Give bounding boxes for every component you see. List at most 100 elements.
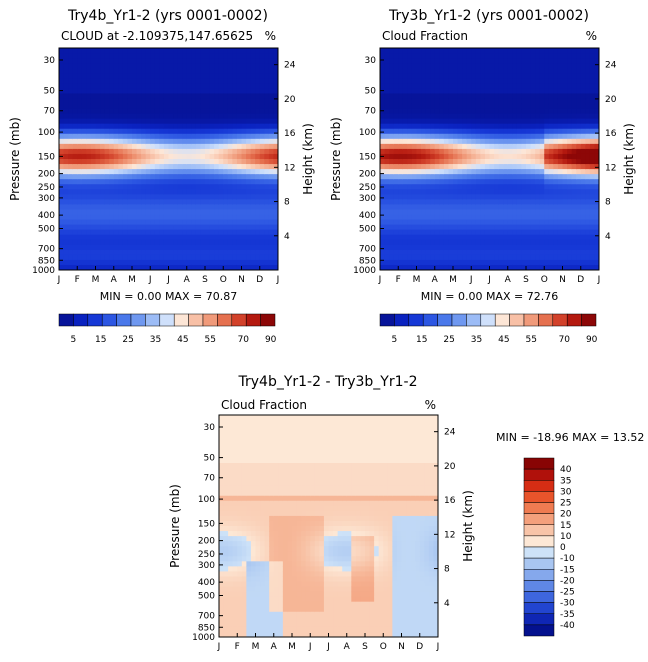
heatmap-cell bbox=[512, 184, 518, 190]
heatmap-cell bbox=[539, 194, 545, 200]
heatmap-cell bbox=[218, 123, 224, 130]
heatmap-cell bbox=[526, 179, 532, 185]
heatmap-cell bbox=[90, 224, 97, 231]
heatmap-cell bbox=[498, 264, 504, 270]
heatmap-cell bbox=[195, 98, 202, 105]
heatmap-cell bbox=[443, 63, 450, 69]
heatmap-cell bbox=[77, 219, 83, 226]
heatmap-cell bbox=[68, 229, 74, 236]
heatmap-cell bbox=[219, 621, 225, 628]
heatmap-cell bbox=[512, 209, 518, 216]
heatmap-cell bbox=[236, 123, 243, 130]
heatmap-cell bbox=[430, 224, 436, 231]
heatmap-cell bbox=[589, 83, 596, 89]
heatmap-cell bbox=[512, 53, 518, 59]
heatmap-cell bbox=[255, 526, 261, 532]
heatmap-cell bbox=[223, 546, 229, 552]
heatmap-cell bbox=[95, 249, 101, 256]
heatmap-cell bbox=[77, 148, 83, 155]
heatmap-cell bbox=[589, 229, 596, 236]
heatmap-cell bbox=[489, 148, 495, 155]
heatmap-cell bbox=[122, 103, 129, 110]
heatmap-cell bbox=[553, 108, 559, 115]
heatmap-cell bbox=[232, 143, 238, 150]
heatmap-cell bbox=[273, 48, 278, 54]
heatmap-cell bbox=[227, 239, 233, 246]
heatmap-cell bbox=[567, 113, 573, 120]
heatmap-cell bbox=[232, 520, 238, 527]
heatmap-cell bbox=[268, 229, 275, 236]
heatmap-cell bbox=[145, 153, 151, 160]
heatmap-cell bbox=[548, 254, 554, 261]
heatmap-cell bbox=[585, 214, 591, 221]
heatmap-cell bbox=[439, 143, 445, 150]
heatmap-cell bbox=[443, 128, 450, 135]
heatmap-cell bbox=[562, 239, 568, 246]
heatmap-cell bbox=[228, 576, 234, 583]
heatmap-cell bbox=[100, 118, 106, 125]
heatmap-cell bbox=[535, 234, 541, 241]
heatmap-cell bbox=[232, 138, 238, 145]
heatmap-cell bbox=[580, 204, 586, 211]
heatmap-cell bbox=[241, 88, 247, 95]
heatmap-cell bbox=[462, 179, 468, 185]
heatmap-cell bbox=[425, 179, 431, 185]
heatmap-cell bbox=[259, 194, 265, 200]
heatmap-cell bbox=[443, 199, 450, 206]
heatmap-cell bbox=[585, 78, 591, 84]
heatmap-cell bbox=[154, 148, 160, 155]
heatmap-cell bbox=[223, 264, 229, 270]
heatmap-cell bbox=[100, 98, 106, 105]
heatmap-cell bbox=[393, 189, 399, 195]
heatmap-cell bbox=[150, 224, 156, 231]
heatmap-cell bbox=[512, 259, 518, 266]
heatmap-cell bbox=[494, 128, 500, 135]
heatmap-cell bbox=[475, 133, 481, 140]
y-tick-label: 1000 bbox=[32, 266, 55, 276]
heatmap-cell bbox=[118, 194, 124, 200]
heatmap-cell bbox=[462, 229, 468, 236]
heatmap-cell bbox=[90, 194, 97, 200]
heatmap-cell bbox=[393, 73, 399, 79]
heatmap-cell bbox=[535, 264, 541, 270]
heatmap-cell bbox=[136, 113, 142, 120]
heatmap-cell bbox=[521, 194, 527, 200]
heatmap-cell bbox=[434, 239, 440, 246]
heatmap-cell bbox=[535, 159, 541, 165]
heatmap-cell bbox=[557, 58, 564, 64]
heatmap-cell bbox=[177, 108, 183, 115]
heatmap-cell bbox=[209, 143, 215, 150]
heatmap-cell bbox=[122, 189, 129, 195]
heatmap-cell bbox=[273, 631, 279, 637]
heatmap-cell bbox=[507, 159, 513, 165]
heatmap-cell bbox=[260, 631, 266, 637]
heatmap-cell bbox=[237, 500, 243, 507]
heatmap-cell bbox=[250, 199, 256, 206]
heatmap-cell bbox=[191, 68, 197, 74]
heatmap-cell bbox=[264, 73, 270, 79]
heatmap-cell bbox=[402, 199, 408, 206]
heatmap-cell bbox=[434, 103, 440, 110]
heatmap-cell bbox=[219, 536, 225, 542]
heatmap-cell bbox=[246, 148, 252, 155]
heatmap-cell bbox=[548, 133, 554, 140]
heatmap-cell bbox=[402, 148, 408, 155]
heatmap-cell bbox=[453, 184, 459, 190]
heatmap-cell bbox=[163, 133, 170, 140]
heatmap-cell bbox=[72, 179, 78, 185]
heatmap-cell bbox=[227, 93, 233, 100]
heatmap-cell bbox=[132, 153, 138, 160]
heatmap-cell bbox=[72, 254, 78, 261]
heatmap-cell bbox=[453, 224, 459, 231]
heatmap-cell bbox=[241, 601, 247, 608]
heatmap-cell bbox=[232, 556, 238, 562]
heatmap-cell bbox=[100, 113, 106, 120]
heatmap-cell bbox=[589, 118, 596, 125]
heatmap-cell bbox=[154, 204, 160, 211]
heatmap-cell bbox=[439, 68, 445, 74]
heatmap-cell bbox=[195, 78, 202, 84]
heatmap-cell bbox=[530, 73, 536, 79]
heatmap-cell bbox=[380, 264, 386, 270]
heatmap-cell bbox=[104, 189, 110, 195]
heatmap-cell bbox=[402, 113, 408, 120]
